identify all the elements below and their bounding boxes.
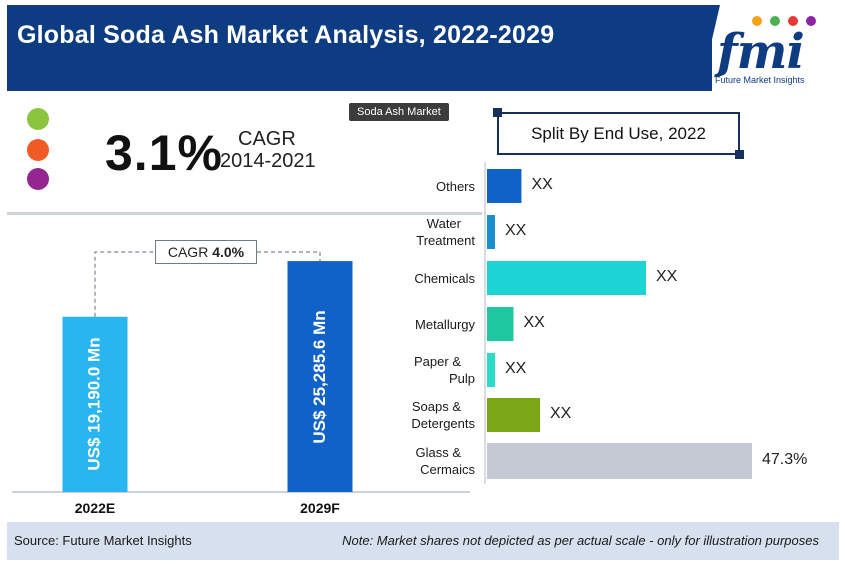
y-tick-label-line: Pulp xyxy=(448,371,475,386)
logo-subtitle: Future Market Insights xyxy=(715,75,805,85)
y-tick-label: Metallurgy xyxy=(365,316,475,333)
logo-dot-2 xyxy=(770,16,780,26)
y-tick-label-line: Treatment xyxy=(416,233,475,248)
y-tick-label-line: Cermaics xyxy=(420,462,475,477)
end-use-value-label: XX xyxy=(505,360,527,377)
end-use-bar xyxy=(487,353,495,387)
cagr-annotation-value: 4.0% xyxy=(212,244,245,260)
cagr-annotation-box: CAGR 4.0% xyxy=(155,240,257,264)
header-banner-edge xyxy=(700,5,720,91)
y-tick-label-line: Metallurgy xyxy=(415,316,475,332)
end-use-bar xyxy=(487,398,540,432)
y-tick-label-line: Chemicals xyxy=(414,270,475,286)
orange-dot xyxy=(27,139,49,161)
end-use-bar xyxy=(487,443,752,479)
y-tick-label: Paper & Pulp xyxy=(365,353,475,387)
y-tick-label: Chemicals xyxy=(365,270,475,287)
end-use-bar xyxy=(487,307,514,341)
end-use-bar xyxy=(487,261,646,295)
y-tick-label: Soaps & Detergents xyxy=(365,398,475,432)
y-tick-label-line: Detergents xyxy=(411,416,475,431)
headline-cagr-percent: 3.1% xyxy=(105,125,223,181)
logo-wordmark: fmi xyxy=(717,24,805,80)
x-tick-label: 2022E xyxy=(74,500,116,516)
headline-cagr-label: CAGR xyxy=(238,128,296,150)
disclaimer-note: Note: Market shares not depicted as per … xyxy=(342,533,819,548)
end-use-value-label: XX xyxy=(523,314,545,331)
y-tick-label: Water Treatment xyxy=(365,215,475,249)
purple-dot xyxy=(27,168,49,190)
y-tick-label-line: Glass & xyxy=(415,445,461,460)
page-title: Global Soda Ash Market Analysis, 2022-20… xyxy=(17,21,555,49)
logo-dot-3 xyxy=(788,16,798,26)
source-text: Source: Future Market Insights xyxy=(14,533,192,548)
split-box-corner-br xyxy=(735,150,744,159)
y-tick-label-line: Water xyxy=(426,216,461,231)
end-use-value-label: XX xyxy=(656,268,678,285)
end-use-value-label: XX xyxy=(531,176,553,193)
x-tick-label: 2029F xyxy=(300,500,340,516)
y-tick-label-line: Paper & xyxy=(414,354,461,369)
y-tick-label: Others xyxy=(365,178,475,195)
end-use-bar xyxy=(487,215,495,249)
cagr-annotation-prefix: CAGR xyxy=(167,244,209,260)
green-dot xyxy=(27,108,49,130)
section-divider xyxy=(7,212,482,215)
end-use-bar xyxy=(487,169,522,203)
end-use-value-label: 47.3% xyxy=(762,451,808,468)
logo-dot-4 xyxy=(806,16,816,26)
headline-cagr-years: 2014-2021 xyxy=(220,150,316,172)
split-title-box: Split By End Use, 2022 xyxy=(497,112,740,155)
end-use-value-label: XX xyxy=(550,405,572,422)
y-tick-label: Glass & Cermaics xyxy=(365,444,475,478)
market-tooltip: Soda Ash Market xyxy=(349,103,449,121)
y-tick-label-line: Others xyxy=(435,178,475,194)
footer-bar: Source: Future Market Insights Note: Mar… xyxy=(7,522,839,560)
fmi-logo: fmi Future Market Insights xyxy=(712,12,840,90)
logo-dot-1 xyxy=(752,16,762,26)
end-use-value-label: XX xyxy=(505,222,527,239)
header-banner xyxy=(7,5,712,91)
split-box-corner-tl xyxy=(493,108,502,117)
y-tick-label-line: Soaps & xyxy=(411,399,461,414)
